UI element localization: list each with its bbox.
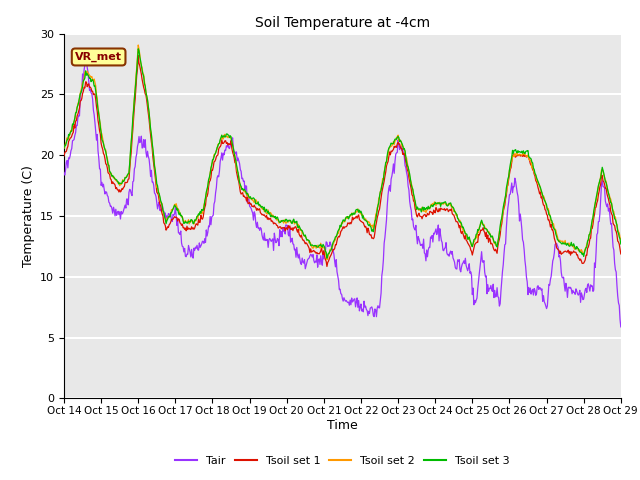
Legend: Tair, Tsoil set 1, Tsoil set 2, Tsoil set 3: Tair, Tsoil set 1, Tsoil set 2, Tsoil se…	[171, 451, 514, 470]
Title: Soil Temperature at -4cm: Soil Temperature at -4cm	[255, 16, 430, 30]
Text: VR_met: VR_met	[75, 52, 122, 62]
X-axis label: Time: Time	[327, 419, 358, 432]
Y-axis label: Temperature (C): Temperature (C)	[22, 165, 35, 267]
